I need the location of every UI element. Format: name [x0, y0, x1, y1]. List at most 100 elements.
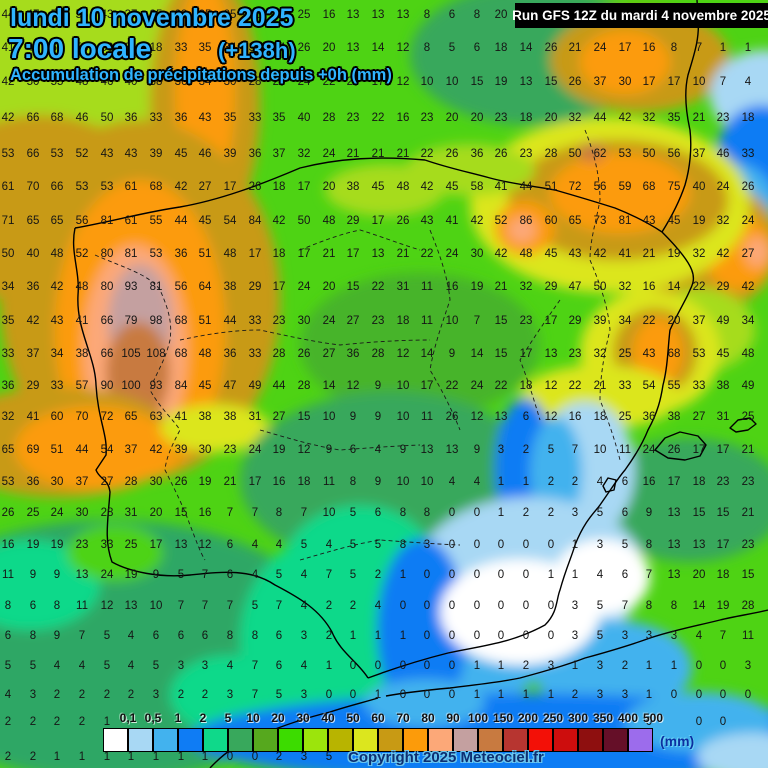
grid-value: 26 [741, 181, 755, 193]
grid-value: 11 [421, 281, 433, 293]
grid-value: 31 [396, 281, 410, 293]
grid-value: 37 [124, 9, 138, 21]
grid-value: 3 [300, 630, 308, 642]
grid-value: 16 [568, 411, 582, 423]
grid-value: 7 [226, 507, 234, 519]
map-title-time: 7:00 locale [8, 33, 152, 64]
grid-value: 21 [396, 248, 410, 260]
grid-value: 32 [642, 112, 656, 124]
grid-value: 5 [152, 660, 160, 672]
grid-value: 2 [53, 716, 61, 728]
grid-value: 12 [544, 411, 558, 423]
grid-value: 12 [346, 380, 360, 392]
grid-value: 42 [1, 76, 15, 88]
grid-value: 12 [470, 411, 484, 423]
grid-value: 3 [226, 689, 234, 701]
grid-value: 14 [470, 348, 484, 360]
grid-value: 55 [667, 380, 681, 392]
grid-value: 1 [547, 569, 555, 581]
grid-value: 10 [396, 411, 410, 423]
grid-value: 57 [75, 380, 89, 392]
grid-value: 4 [695, 630, 703, 642]
grid-value: 46 [100, 76, 114, 88]
grid-value: 7 [201, 569, 209, 581]
grid-value: 21 [346, 148, 360, 160]
grid-value: 15 [692, 507, 706, 519]
grid-value: 65 [1, 444, 15, 456]
grid-value: 27 [198, 181, 212, 193]
grid-value: 7 [201, 600, 209, 612]
grid-value: 0 [251, 751, 259, 763]
grid-value: 34 [223, 42, 237, 54]
grid-value: 48 [198, 348, 212, 360]
grid-value: 48 [519, 248, 533, 260]
grid-value: 17 [544, 315, 558, 327]
grid-value: 55 [50, 76, 64, 88]
grid-value: 0 [448, 660, 456, 672]
grid-value: 65 [50, 215, 64, 227]
grid-value: 11 [619, 444, 631, 456]
grid-value: 80 [100, 248, 114, 260]
grid-value: 41 [174, 411, 188, 423]
grid-value: 33 [692, 380, 706, 392]
grid-value: 7 [325, 569, 333, 581]
legend-color-swatch [203, 728, 228, 752]
grid-value: 2 [522, 660, 530, 672]
grid-value: 17 [519, 348, 533, 360]
grid-value: 37 [692, 148, 706, 160]
grid-value: 24 [741, 215, 755, 227]
grid-value: 20 [544, 112, 558, 124]
legend-threshold-label: 10 [246, 711, 260, 725]
legend-threshold-label: 150 [492, 711, 514, 725]
grid-value: 20 [667, 315, 681, 327]
grid-value: 9 [448, 348, 456, 360]
legend-color-swatch [503, 728, 528, 752]
grid-value: 93 [124, 281, 138, 293]
grid-value: 16 [642, 42, 656, 54]
grid-value: 39 [149, 148, 163, 160]
grid-value: 3 [744, 660, 752, 672]
grid-value: 7 [226, 600, 234, 612]
grid-value: 4 [4, 689, 12, 701]
grid-value: 17 [716, 539, 730, 551]
grid-value: 7 [275, 600, 283, 612]
grid-value: 33 [248, 315, 262, 327]
grid-value: 42 [716, 248, 730, 260]
grid-value: 31 [248, 411, 262, 423]
grid-value: 50 [642, 148, 656, 160]
legend-threshold-label: 20 [271, 711, 285, 725]
grid-value: 32 [297, 148, 311, 160]
grid-value: 33 [174, 42, 188, 54]
grid-value: 13 [174, 539, 188, 551]
grid-value: 8 [670, 42, 678, 54]
grid-value: 4 [78, 660, 86, 672]
grid-value: 42 [50, 281, 64, 293]
grid-value: 10 [396, 380, 410, 392]
grid-value: 6 [226, 569, 234, 581]
map-title-forecast-offset: (+138h) [218, 38, 296, 63]
grid-value: 36 [26, 281, 40, 293]
grid-value: 51 [544, 181, 558, 193]
grid-value: 5 [4, 660, 12, 672]
grid-value: 42 [741, 281, 755, 293]
grid-value: 2 [53, 689, 61, 701]
grid-value: 59 [618, 181, 632, 193]
grid-value: 2 [4, 751, 12, 763]
legend-threshold-label: 250 [542, 711, 564, 725]
grid-value: 52 [75, 148, 89, 160]
grid-value: 32 [593, 348, 607, 360]
grid-value: 6 [29, 600, 37, 612]
grid-value: 62 [593, 148, 607, 160]
grid-value: 24 [470, 380, 484, 392]
grid-value: 1 [473, 660, 481, 672]
grid-value: 3 [152, 689, 160, 701]
grid-value: 1 [522, 689, 530, 701]
grid-value: 56 [667, 148, 681, 160]
grid-value: 18 [519, 380, 533, 392]
grid-value: 36 [248, 148, 262, 160]
grid-value: 47 [26, 9, 40, 21]
grid-value: 5 [349, 507, 357, 519]
